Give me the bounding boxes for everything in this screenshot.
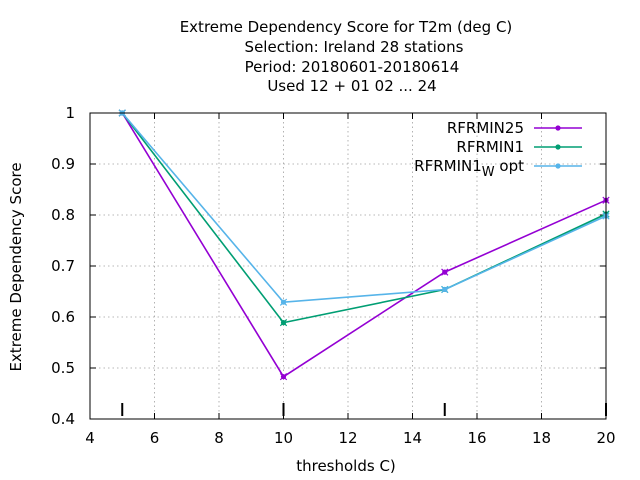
legend-label: RFRMIN1 (456, 138, 524, 156)
legend-entry: RFRMIN25 (447, 119, 582, 137)
x-tick-label: 18 (532, 429, 551, 447)
grid (90, 113, 606, 419)
series-0 (118, 109, 610, 381)
y-tick-label: 1 (65, 104, 75, 122)
y-tick-label: 0.4 (51, 410, 75, 428)
x-tick-label: 4 (85, 429, 95, 447)
title-line-4: Used 12 + 01 02 ... 24 (267, 77, 436, 95)
series-line (121, 112, 607, 324)
x-tick-label: 14 (403, 429, 422, 447)
y-tick-label: 0.5 (51, 359, 75, 377)
data-point-cross (279, 373, 288, 381)
x-axis-title: thresholds C) (296, 457, 396, 475)
y-tick-label: 0.7 (51, 257, 75, 275)
y-tick-label: 0.6 (51, 308, 75, 326)
legend-entry: RFRMIN1 (456, 138, 582, 156)
x-tick-label: 8 (214, 429, 224, 447)
legend-swatch-point (555, 144, 561, 150)
x-tick-label: 10 (274, 429, 293, 447)
series-1 (118, 109, 610, 327)
legend-label-main: RFRMIN1 (414, 157, 482, 175)
chart-title: Extreme Dependency Score for T2m (deg C)… (180, 18, 513, 95)
x-tick-label: 6 (150, 429, 160, 447)
axis-ticks: 4 6 8 10 12 14 16 18 20 0.4 0.5 0.6 0.7 0.8 0.9 1 (51, 104, 615, 447)
series-line (121, 112, 607, 304)
legend-label-main: RFRMIN1 (456, 138, 524, 156)
x-tick-label: 16 (467, 429, 486, 447)
legend-label: RFRMIN25 (447, 119, 524, 137)
legend-label: RFRMIN1W opt (414, 157, 524, 180)
title-line-2: Selection: Ireland 28 stations (245, 38, 464, 56)
title-line-1: Extreme Dependency Score for T2m (deg C) (180, 18, 513, 36)
series-2 (118, 109, 610, 306)
data-point-cross (441, 268, 449, 276)
data-point-cross (279, 318, 288, 327)
y-tick-label: 0.9 (51, 155, 75, 173)
threshold-markers (121, 403, 607, 416)
legend-swatch-point (555, 163, 561, 169)
plot-border (89, 112, 607, 420)
y-tick-label: 0.8 (51, 206, 75, 224)
y-axis-title: Extreme Dependency Score (7, 162, 25, 371)
series-line (121, 112, 607, 378)
data-series (118, 109, 610, 381)
legend-label-subscript: W (482, 165, 495, 180)
data-point-cross (441, 285, 449, 294)
x-tick-label: 20 (596, 429, 615, 447)
x-tick-label: 12 (338, 429, 357, 447)
data-point-cross (279, 298, 288, 306)
title-line-3: Period: 20180601-20180614 (245, 58, 460, 76)
legend-label-tail: opt (495, 157, 524, 175)
legend-entry: RFRMIN1W opt (414, 157, 582, 180)
legend-label-main: RFRMIN25 (447, 119, 524, 137)
legend-swatch-point (555, 125, 561, 131)
